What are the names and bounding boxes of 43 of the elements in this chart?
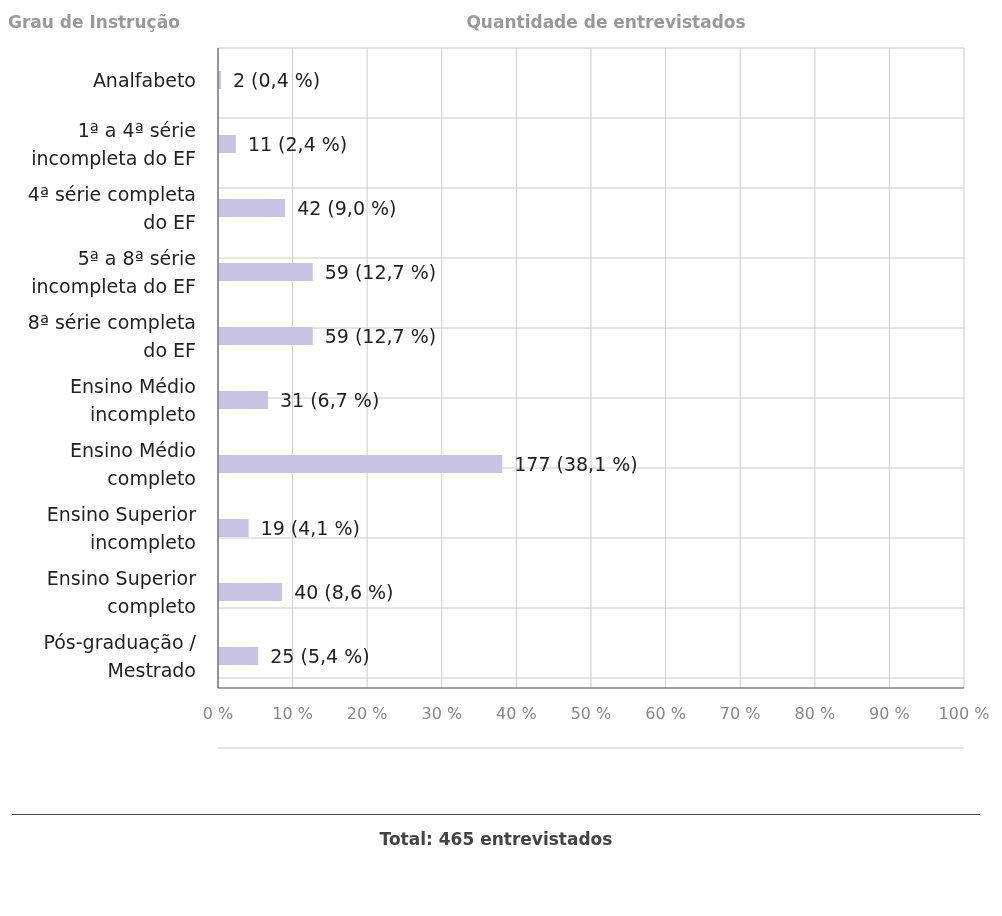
x-tick-label: 70 %	[719, 704, 761, 724]
data-label: 42 (9,0 %)	[297, 196, 397, 219]
bar	[218, 135, 236, 153]
bar	[218, 519, 249, 537]
x-tick-label: 60 %	[645, 704, 686, 724]
data-label: 59 (12,7 %)	[324, 260, 437, 283]
text: Total: 465 entrevistados	[378, 829, 614, 849]
bar	[218, 263, 313, 281]
y-tick-label: Ensino Superior completo	[46, 567, 197, 617]
y-tick-label: 1ª a 4ª série incompleta do EF	[31, 119, 196, 169]
y-axis-title: Grau de Instrução	[8, 12, 181, 32]
y-tick-label: 5ª a 8ª série incompleta do EF	[31, 247, 196, 297]
x-tick-label: 80 %	[794, 704, 836, 724]
x-tick-label: 90 %	[869, 704, 910, 724]
bar	[218, 327, 313, 345]
data-label: 31 (6,7 %)	[279, 388, 380, 411]
y-tick-label: 8ª série completa do EF	[27, 311, 196, 361]
data-label: 19 (4,1 %)	[260, 516, 360, 539]
x-tick-label: 40 %	[496, 704, 537, 724]
y-tick-label: Pós-graduação / Mestrado	[43, 631, 197, 681]
x-tick-label: 0 %	[202, 704, 234, 724]
data-label: 2 (0,4 %)	[232, 68, 321, 91]
data-label: 11 (2,4 %)	[247, 132, 348, 155]
x-tick-label: 10 %	[272, 704, 313, 724]
y-tick-label: 4ª série completa do EF	[27, 183, 196, 233]
bar	[218, 647, 259, 665]
y-tick-label: Ensino Médio incompleto	[70, 375, 196, 425]
x-tick-label: 30 %	[421, 704, 463, 724]
bar	[218, 455, 503, 473]
x-axis-title: Quantidade de entrevistados	[465, 12, 747, 32]
data-label: 59 (12,7 %)	[324, 324, 437, 347]
data-label: 177 (38,1 %)	[514, 452, 638, 475]
bar	[218, 583, 283, 601]
bar	[218, 199, 286, 217]
x-tick-label: 20 %	[346, 704, 388, 724]
x-tick-label: 100 %	[938, 704, 990, 724]
y-tick-label: Analfabeto	[92, 69, 196, 91]
y-tick-label: Ensino Médio completo	[70, 439, 196, 489]
data-label: 40 (8,6 %)	[294, 580, 394, 603]
x-tick-label: 50 %	[570, 704, 612, 724]
y-tick-label: Ensino Superior incompleto	[46, 503, 197, 553]
bar	[218, 391, 268, 409]
data-label: 25 (5,4 %)	[270, 644, 370, 667]
